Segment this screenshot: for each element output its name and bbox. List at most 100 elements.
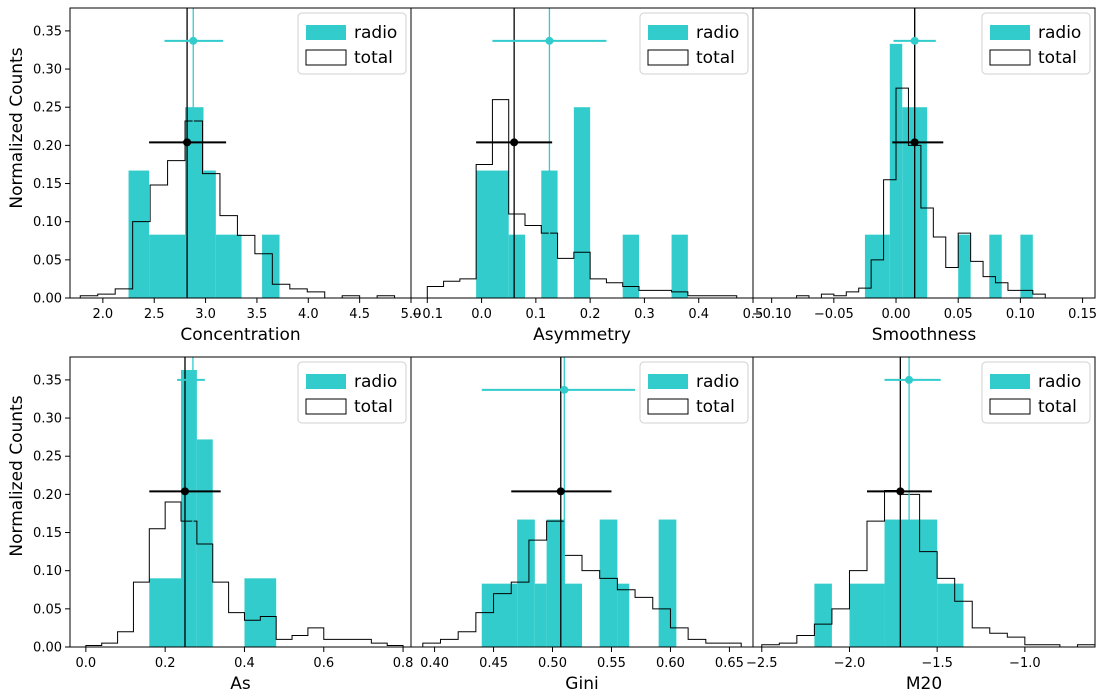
plot-area [79,8,411,298]
radio-bar [215,234,242,298]
x-tick-label: 0.4 [234,656,255,671]
legend-radio-swatch [648,25,688,40]
x-tick-label: 0.60 [656,656,685,671]
x-axis-label: Smoothness [872,325,977,345]
radio-bar [884,519,938,647]
radio-bar [546,519,565,647]
radio-point [905,375,914,384]
x-tick-label: 0.05 [944,307,973,322]
radio-bar [671,234,688,298]
axes-frame [752,356,1096,648]
x-tick-label: 5.0 [401,307,422,322]
y-tick-label: 0.35 [33,24,62,39]
x-tick-label: −0.10 [752,307,792,322]
panel-as: 0.0 0.2 0.4 0.6 0.8 As 0.00 0.05 0.10 0.15 0.20 0.2… [33,356,414,694]
legend-radio-label: radio [354,23,397,43]
x-tick-label: 0.15 [1068,307,1097,322]
radio-bar [185,107,204,298]
x-tick-label: −1.5 [921,656,953,671]
radio-bar [534,583,547,647]
ylabel-top: Normalized Counts [7,47,27,208]
legend-radio-swatch [306,25,346,40]
plot-area [761,357,1095,647]
x-tick-label: 2.0 [93,307,114,322]
radio-bar [864,234,890,298]
legend-radio-swatch [990,374,1030,389]
plot-area [796,8,1046,298]
legend-radio-label: radio [354,372,397,392]
x-tick-label: 0.0 [471,307,492,322]
x-tick-label: 3.0 [195,307,216,322]
x-tick-label: 0.4 [688,307,709,322]
y-tick-label: 0.25 [33,450,62,465]
x-tick-label: 0.55 [597,656,626,671]
legend-total-label: total [354,397,393,417]
total-point [183,138,192,147]
legend-total-label: total [696,48,735,68]
x-tick-label: −0.05 [814,307,854,322]
x-tick-label: 0.1 [526,307,547,322]
legend-total-swatch [647,49,689,66]
x-tick-label: 0.3 [634,307,655,322]
total-step-histogram [79,120,411,298]
y-tick-label: 0.05 [33,253,62,268]
plot-area [426,8,738,298]
radio-bar [617,583,630,647]
y-tick-label: 0.35 [33,373,62,388]
radio-bar [814,583,832,647]
panels: 2.0 2.5 3.0 3.5 4.0 4.5 5.0Concentration0.000.… [33,7,1097,694]
panel-gini: 0.40 0.45 0.50 0.55 0.60 0.65 Gini radio total [410,356,754,694]
y-tick-label: 0.00 [33,292,62,307]
radio-bar [149,234,186,298]
total-point [180,487,189,496]
radio-bar [149,578,182,647]
legend-radio-label: radio [696,372,739,392]
y-tick-label: 0.25 [33,101,62,116]
x-tick-label: 0.8 [393,656,414,671]
x-tick-label: 0.50 [538,656,567,671]
radio-bar [476,170,509,298]
radio-bar [517,519,535,647]
radio-bar [203,170,216,298]
x-tick-label: 3.5 [247,307,268,322]
y-tick-label: 0.30 [33,412,62,427]
radio-bar [196,439,213,647]
radio-bar [508,234,525,298]
legend-total-swatch [989,49,1031,66]
total-step-histogram [796,87,1046,298]
total-point [910,138,919,147]
radio-point [189,36,198,45]
x-tick-label: 0.5 [743,307,764,322]
panel-m20: −2.5 −2.0 −1.5 −1.0 M20 radio total [746,356,1096,694]
x-tick-label: 0.65 [715,656,744,671]
radio-bar [658,519,677,647]
legend-total-swatch [305,398,347,415]
radio-bar [181,369,197,647]
radio-bar [573,107,591,298]
radio-bar [622,234,639,298]
total-point [510,138,519,147]
x-tick-label: −0.1 [411,307,443,322]
x-tick-label: 0.6 [313,656,334,671]
x-axis-label: Gini [565,674,598,694]
total-point [556,487,565,496]
y-tick-label: 0.20 [33,488,62,503]
legend-radio-swatch [990,25,1030,40]
x-tick-label: 4.5 [349,307,370,322]
legend-radio-label: radio [1038,372,1081,392]
legend-radio-swatch [306,374,346,389]
x-axis-label: M20 [906,674,942,694]
panel-smoothness: −0.10 −0.05 0.00 0.05 0.10 0.15 Smoothness radi… [752,7,1097,345]
total-step-histogram [85,501,404,647]
plot-area [422,357,742,647]
legend-total-swatch [989,398,1031,415]
panel-concentration: 2.0 2.5 3.0 3.5 4.0 4.5 5.0 Concentration 0.00 0.… [33,7,422,345]
x-tick-label: −1.0 [1009,656,1041,671]
total-step-histogram [761,490,1095,647]
total-point [896,487,905,496]
radio-bar [244,578,277,647]
total-step-histogram [422,520,742,647]
y-tick-label: 0.05 [33,602,62,617]
x-axis-label: Asymmetry [533,325,631,345]
legend-total-label: total [1038,397,1077,417]
